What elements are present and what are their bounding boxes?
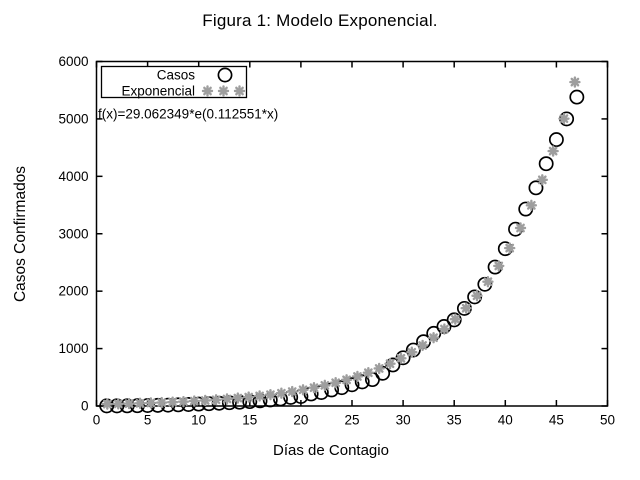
data-point-asterisk xyxy=(219,86,228,96)
legend-label-exponencial: Exponencial xyxy=(121,84,195,99)
data-point-asterisk xyxy=(222,394,232,404)
x-tick-label: 30 xyxy=(396,413,411,428)
data-point-asterisk xyxy=(135,398,145,408)
data-point-asterisk xyxy=(570,77,580,87)
data-point-asterisk xyxy=(320,380,330,390)
data-point-asterisk xyxy=(200,396,210,405)
data-point-asterisk xyxy=(342,375,351,385)
data-point-asterisk xyxy=(189,396,199,406)
tick-marks xyxy=(95,60,609,407)
data-point-asterisk xyxy=(526,200,536,210)
data-point-circle xyxy=(344,377,360,393)
data-point-asterisk xyxy=(353,372,362,381)
data-point-asterisk xyxy=(494,261,504,271)
y-tick-label: 0 xyxy=(81,399,89,414)
x-tick-label: 25 xyxy=(344,413,359,428)
data-point-asterisk xyxy=(244,392,254,402)
data-point-asterisk xyxy=(266,390,275,400)
legend-label-casos: Casos xyxy=(157,68,196,83)
data-point-asterisk xyxy=(168,397,178,407)
data-point-asterisk xyxy=(461,303,471,313)
data-point-asterisk xyxy=(124,399,134,408)
legend-marker-icons xyxy=(201,67,246,97)
data-point-asterisk xyxy=(418,341,428,350)
chart-title: Figura 1: Modelo Exponencial. xyxy=(202,11,438,30)
data-point-asterisk xyxy=(559,114,569,124)
data-point-asterisk xyxy=(235,86,244,96)
x-tick-label: 50 xyxy=(600,413,615,428)
data-point-asterisk xyxy=(331,378,341,388)
data-point-circle xyxy=(548,132,564,148)
data-point-asterisk xyxy=(113,399,123,409)
data-point-asterisk xyxy=(429,333,438,343)
x-tick-label: 15 xyxy=(242,413,257,428)
data-point-asterisk xyxy=(287,387,297,396)
data-point-asterisk xyxy=(179,397,188,407)
y-tick-label: 6000 xyxy=(58,54,88,69)
y-tick-label: 3000 xyxy=(58,226,88,241)
y-tick-label: 2000 xyxy=(58,284,88,299)
x-axis-title: Días de Contagio xyxy=(273,442,389,459)
data-point-asterisk xyxy=(276,388,286,398)
x-tick-label: 0 xyxy=(93,413,101,428)
data-point-asterisk xyxy=(157,398,167,407)
data-point-asterisk xyxy=(298,385,308,395)
data-point-asterisk xyxy=(537,175,547,185)
fit-equation-label: f(x)=29.062349*e(0.112551*x) xyxy=(98,107,278,122)
y-tick-label: 5000 xyxy=(58,111,88,126)
data-point-circle xyxy=(528,180,544,196)
x-tick-label: 20 xyxy=(293,413,308,428)
data-point-asterisk xyxy=(472,291,482,301)
data-point-circle xyxy=(569,89,585,105)
data-point-circle xyxy=(217,67,233,83)
data-point-asterisk xyxy=(505,243,515,253)
tick-labels: 0 5 10 15 20 25 30 35 40 45 50 0 1000 2000 3000 4000 500… xyxy=(58,54,615,428)
data-point-asterisk xyxy=(483,277,493,287)
y-tick-label: 4000 xyxy=(58,169,88,184)
data-point-asterisk xyxy=(203,86,212,96)
data-point-asterisk xyxy=(440,324,449,334)
x-tick-label: 40 xyxy=(498,413,513,428)
x-tick-label: 10 xyxy=(191,413,206,428)
data-point-asterisk xyxy=(255,391,264,401)
data-point-asterisk xyxy=(146,398,156,408)
data-point-asterisk xyxy=(363,368,373,378)
data-point-asterisk xyxy=(309,383,319,393)
data-point-asterisk xyxy=(385,359,395,369)
data-point-asterisk xyxy=(407,347,417,357)
data-point-asterisk xyxy=(233,393,243,403)
data-point-asterisk xyxy=(450,314,460,324)
data-point-asterisk xyxy=(516,223,525,233)
x-tick-label: 5 xyxy=(144,413,152,428)
data-point-circle xyxy=(354,374,370,390)
data-point-circle xyxy=(538,156,554,172)
data-point-asterisk xyxy=(548,146,558,156)
casos-series xyxy=(99,89,585,414)
data-point-asterisk xyxy=(211,395,221,405)
data-point-circle xyxy=(385,357,401,373)
x-tick-label: 35 xyxy=(447,413,462,428)
exponencial-series xyxy=(101,76,581,410)
y-tick-label: 1000 xyxy=(58,341,88,356)
data-point-circle xyxy=(405,342,421,358)
data-point-asterisk xyxy=(102,399,112,409)
data-point-asterisk xyxy=(374,364,384,373)
x-tick-label: 45 xyxy=(549,413,564,428)
legend: Casos Exponencial f(x)=29.062349*e(0.112… xyxy=(98,65,278,122)
data-point-asterisk xyxy=(396,353,406,363)
